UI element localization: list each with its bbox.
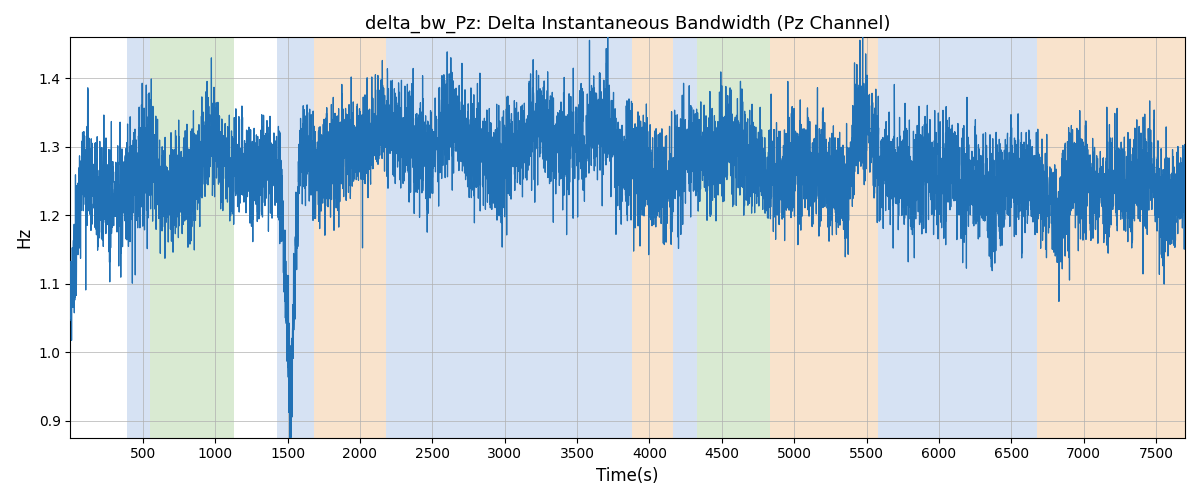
Bar (313, 38, 386, 438)
Bar (697, 38, 769, 438)
Y-axis label: Hz: Hz (14, 227, 32, 248)
Bar (386, 38, 632, 438)
Bar (769, 38, 878, 438)
Bar (672, 38, 697, 438)
Title: delta_bw_Pz: Delta Instantaneous Bandwidth (Pz Channel): delta_bw_Pz: Delta Instantaneous Bandwid… (365, 15, 890, 34)
Bar (1001, 38, 1037, 438)
Bar (1037, 38, 1184, 438)
Bar (150, 38, 234, 438)
Bar (878, 38, 1001, 438)
Bar (632, 38, 672, 438)
Bar (127, 38, 150, 438)
X-axis label: Time(s): Time(s) (596, 467, 659, 485)
Bar (277, 38, 313, 438)
